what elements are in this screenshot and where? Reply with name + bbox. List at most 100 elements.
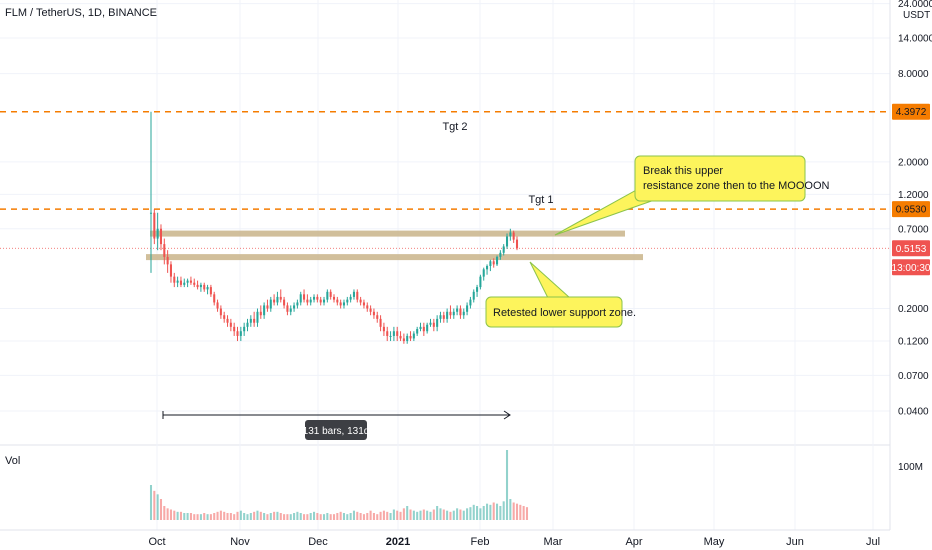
candle[interactable] bbox=[299, 294, 302, 303]
price-label-level[interactable] bbox=[892, 103, 930, 120]
candle[interactable] bbox=[442, 315, 445, 319]
callout-support[interactable] bbox=[485, 296, 623, 328]
candle[interactable] bbox=[469, 299, 472, 306]
candle[interactable] bbox=[346, 299, 349, 303]
candle[interactable] bbox=[489, 261, 492, 266]
candle[interactable] bbox=[406, 335, 409, 342]
candle[interactable] bbox=[169, 264, 172, 277]
range-measure-badge[interactable] bbox=[305, 420, 367, 440]
candle[interactable] bbox=[246, 322, 249, 327]
price-label-level[interactable] bbox=[892, 201, 930, 218]
price-label-countdown[interactable] bbox=[892, 259, 930, 276]
candle[interactable] bbox=[336, 299, 339, 303]
candle[interactable] bbox=[279, 296, 282, 300]
candle[interactable] bbox=[496, 256, 499, 265]
candle[interactable] bbox=[459, 308, 462, 316]
candle[interactable] bbox=[189, 280, 192, 283]
candle[interactable] bbox=[512, 232, 515, 240]
candle[interactable] bbox=[273, 299, 276, 303]
candle[interactable] bbox=[372, 311, 375, 316]
candle[interactable] bbox=[213, 294, 216, 303]
candle[interactable] bbox=[209, 287, 212, 295]
candle[interactable] bbox=[326, 291, 329, 300]
candle[interactable] bbox=[166, 256, 169, 265]
candle[interactable] bbox=[396, 331, 399, 336]
candle[interactable] bbox=[199, 284, 202, 288]
candle[interactable] bbox=[486, 265, 489, 270]
candle[interactable] bbox=[309, 299, 312, 303]
candle[interactable] bbox=[286, 305, 289, 312]
candle[interactable] bbox=[239, 331, 242, 336]
candle[interactable] bbox=[179, 280, 182, 285]
candle[interactable] bbox=[223, 315, 226, 319]
candle[interactable] bbox=[322, 299, 326, 303]
candle[interactable] bbox=[159, 228, 163, 245]
candle[interactable] bbox=[482, 269, 485, 277]
candle[interactable] bbox=[283, 299, 286, 306]
candle[interactable] bbox=[502, 246, 505, 253]
candle[interactable] bbox=[276, 296, 279, 303]
support-zone[interactable] bbox=[146, 254, 643, 261]
candle[interactable] bbox=[153, 212, 156, 239]
candle[interactable] bbox=[379, 318, 382, 327]
candle[interactable] bbox=[416, 328, 419, 334]
candle[interactable] bbox=[472, 291, 475, 300]
candle[interactable] bbox=[306, 299, 309, 303]
candle[interactable] bbox=[249, 318, 252, 323]
candle[interactable] bbox=[339, 302, 342, 306]
candle[interactable] bbox=[229, 322, 232, 327]
candle[interactable] bbox=[356, 291, 359, 300]
candle[interactable] bbox=[233, 326, 236, 332]
candle[interactable] bbox=[332, 296, 336, 300]
candle[interactable] bbox=[216, 302, 219, 309]
callout-resistance[interactable] bbox=[634, 155, 806, 202]
candle[interactable] bbox=[256, 311, 259, 323]
candle[interactable] bbox=[193, 282, 196, 285]
candle[interactable] bbox=[369, 308, 372, 312]
candle[interactable] bbox=[422, 326, 425, 332]
candle[interactable] bbox=[446, 311, 449, 319]
candle[interactable] bbox=[329, 291, 332, 297]
candle[interactable] bbox=[479, 276, 482, 288]
candle[interactable] bbox=[386, 331, 389, 336]
candle[interactable] bbox=[289, 308, 292, 312]
candle[interactable] bbox=[392, 331, 395, 336]
candle[interactable] bbox=[203, 284, 206, 290]
candle[interactable] bbox=[389, 335, 392, 337]
candle[interactable] bbox=[163, 244, 166, 257]
candle[interactable] bbox=[362, 302, 365, 306]
candle[interactable] bbox=[352, 291, 355, 297]
resistance-zone[interactable] bbox=[150, 230, 625, 237]
candle[interactable] bbox=[456, 308, 459, 312]
candle[interactable] bbox=[176, 280, 179, 283]
candle[interactable] bbox=[359, 299, 362, 303]
candle[interactable] bbox=[269, 299, 272, 309]
candle[interactable] bbox=[499, 252, 502, 257]
candle[interactable] bbox=[452, 311, 455, 316]
candle[interactable] bbox=[259, 311, 262, 316]
candle[interactable] bbox=[266, 305, 269, 309]
candle[interactable] bbox=[243, 326, 246, 332]
candle[interactable] bbox=[402, 338, 405, 342]
candle[interactable] bbox=[382, 326, 385, 332]
candle[interactable] bbox=[316, 296, 319, 300]
candle[interactable] bbox=[236, 331, 239, 336]
candle[interactable] bbox=[296, 302, 299, 306]
candle[interactable] bbox=[449, 311, 452, 316]
price-label-last[interactable] bbox=[892, 240, 930, 257]
candle[interactable] bbox=[399, 335, 402, 339]
candle[interactable] bbox=[253, 318, 256, 323]
candle[interactable] bbox=[156, 228, 159, 239]
candle[interactable] bbox=[313, 296, 316, 300]
candle[interactable] bbox=[206, 287, 209, 290]
candle[interactable] bbox=[342, 302, 346, 306]
candle[interactable] bbox=[462, 311, 465, 316]
candle[interactable] bbox=[149, 212, 153, 214]
candle[interactable] bbox=[509, 232, 512, 237]
candle[interactable] bbox=[293, 305, 296, 309]
candle[interactable] bbox=[263, 305, 266, 316]
candle[interactable] bbox=[226, 318, 229, 323]
candle[interactable] bbox=[426, 324, 429, 332]
candle[interactable] bbox=[466, 305, 469, 312]
